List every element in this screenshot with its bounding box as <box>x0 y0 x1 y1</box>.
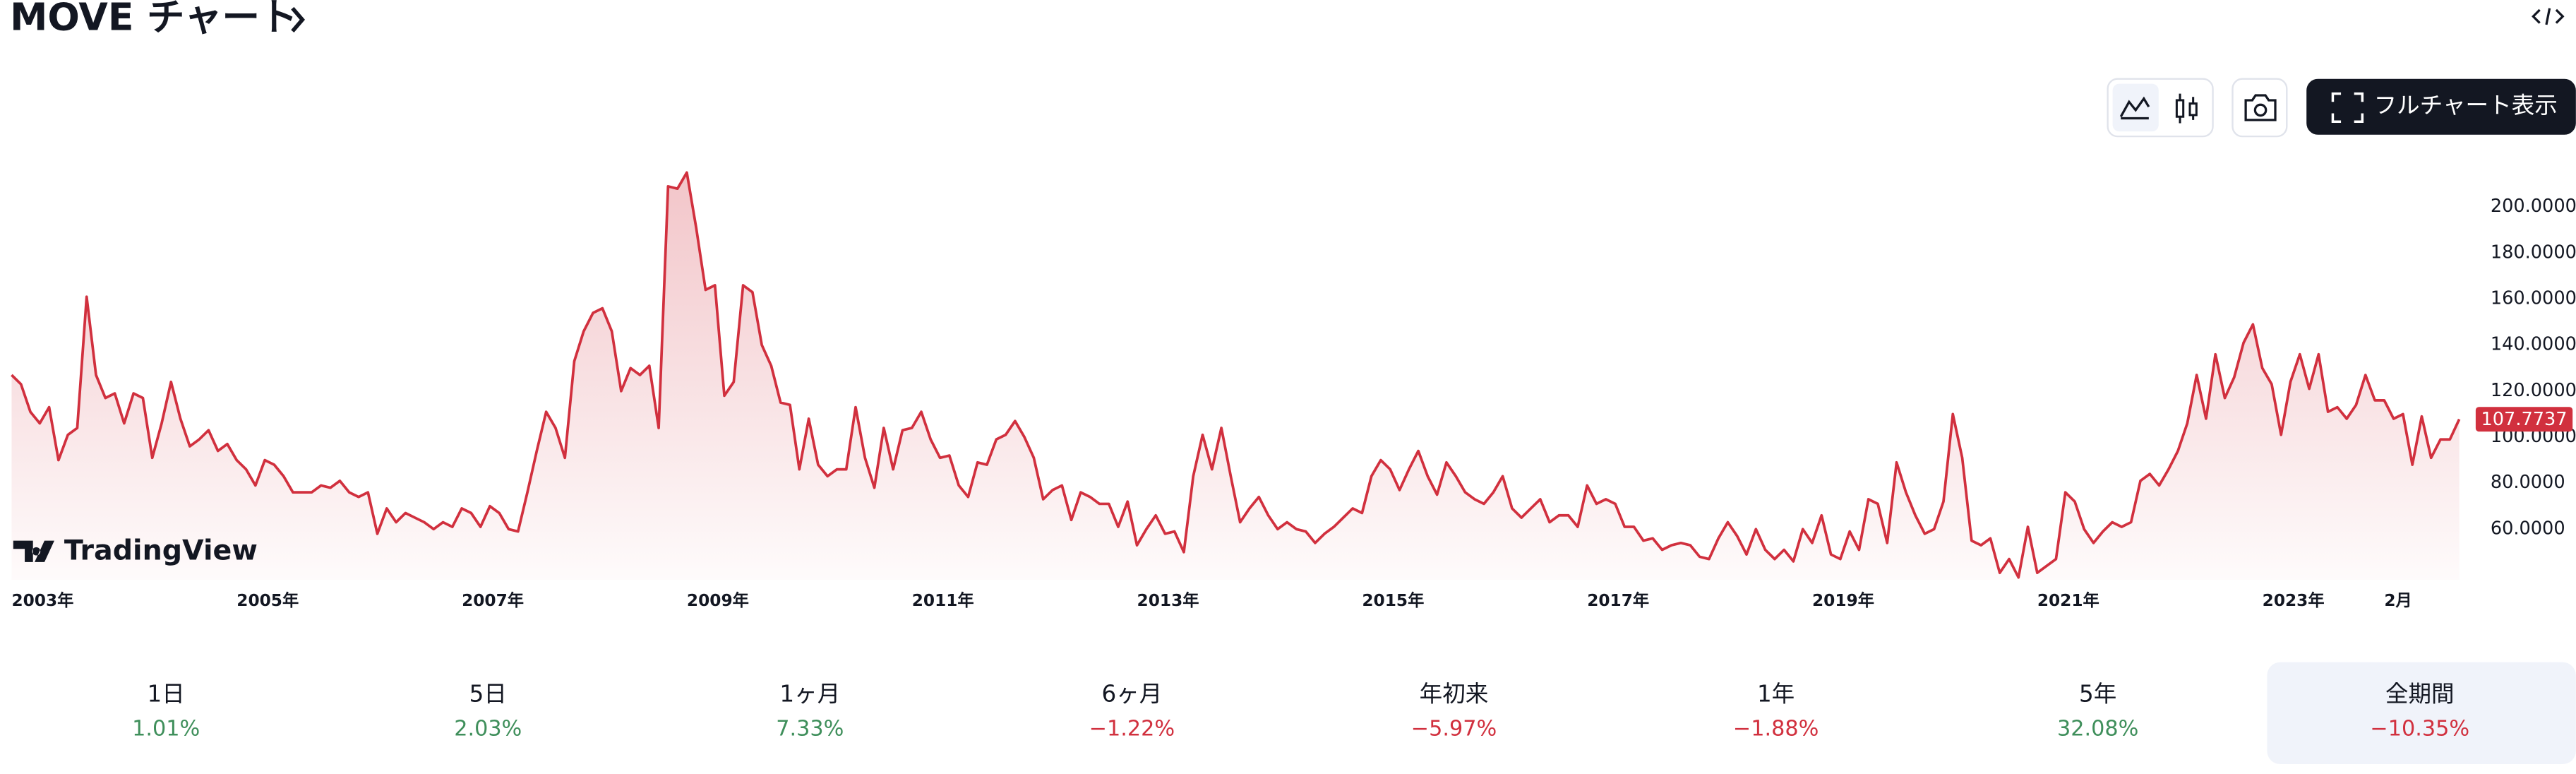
x-tick-label: 2005年 <box>236 591 299 610</box>
x-tick-label: 2003年 <box>11 591 73 610</box>
chart: 60.000080.0000100.0000120.0000140.000016… <box>11 171 2576 610</box>
embed-code-icon[interactable] <box>2532 8 2565 25</box>
last-value-badge <box>2475 407 2573 432</box>
background-layer <box>2267 662 2576 765</box>
line-style-button[interactable] <box>2112 83 2159 132</box>
x-tick-label: 2013年 <box>1137 591 1199 610</box>
period-change[interactable]: −1.88% <box>1733 717 1819 742</box>
y-tick-label: 200.0000 <box>2491 196 2576 217</box>
area-fill <box>11 172 2460 580</box>
period-change[interactable]: 1.01% <box>132 717 200 742</box>
period-change[interactable]: −10.35% <box>2370 717 2469 742</box>
y-tick-label: 160.0000 <box>2491 288 2576 309</box>
full-chart-label[interactable]: フルチャート表示 <box>2374 92 2558 119</box>
tradingview-logo[interactable]: TradingView <box>13 534 258 566</box>
x-tick-label: 2017年 <box>1587 591 1649 610</box>
period-label[interactable]: 1年 <box>1757 680 1795 707</box>
camera-icon <box>2244 94 2277 121</box>
period-change[interactable]: −5.97% <box>1411 717 1497 742</box>
period-label[interactable]: 5日 <box>469 680 507 707</box>
x-tick-label: 2023年 <box>2263 591 2325 610</box>
period-label[interactable]: 1日 <box>148 680 185 707</box>
period-change[interactable]: −1.22% <box>1089 717 1175 742</box>
period-label[interactable]: 全期間 <box>2385 680 2455 707</box>
x-tick-label: 2021年 <box>2037 591 2099 610</box>
period-label[interactable]: 6ヶ月 <box>1102 680 1163 707</box>
line <box>11 171 2461 579</box>
snapshot-button[interactable] <box>2231 78 2288 138</box>
page-title[interactable]: MOVE チャート <box>10 0 297 40</box>
period-change[interactable]: 2.03% <box>454 717 522 742</box>
x-tick-label: 2019年 <box>1812 591 1874 610</box>
x-tick-label: 2011年 <box>912 591 974 610</box>
title-chevron[interactable] <box>291 6 305 33</box>
period-label[interactable]: 1ヶ月 <box>779 680 840 707</box>
candle-style-button[interactable] <box>2175 93 2198 124</box>
period-change[interactable]: 7.33% <box>776 717 844 742</box>
last-value-label: 107.7737 <box>2481 409 2568 430</box>
full-chart-button[interactable] <box>2306 78 2576 135</box>
performance-tabs: 1日 1.01% 5日 2.03% 1ヶ月 7.33% 6ヶ月 −1.22% 年初来 −5.97%… <box>132 680 2469 741</box>
period-label[interactable]: 5年 <box>2079 680 2116 707</box>
x-tick-label: 2007年 <box>462 591 524 610</box>
y-tick-label: 80.0000 <box>2491 472 2565 493</box>
line-style-icon <box>2119 96 2150 120</box>
period-label[interactable]: 年初来 <box>1420 680 1489 707</box>
x-tick-label: 2月 <box>2384 591 2412 610</box>
fullscreen-icon <box>2331 92 2364 123</box>
y-tick-label: 60.0000 <box>2491 518 2565 539</box>
period-change[interactable]: 32.08% <box>2057 717 2138 742</box>
x-tick-label: 2015年 <box>1362 591 1424 610</box>
y-tick-label: 140.0000 <box>2491 334 2576 355</box>
y-tick-label: 120.0000 <box>2491 380 2576 401</box>
logo-text: TradingView <box>64 534 258 566</box>
x-tick-label: 2009年 <box>687 591 749 610</box>
logo-mark <box>13 540 54 562</box>
y-tick-label: 180.0000 <box>2491 242 2576 263</box>
selected-tab-bg <box>2267 662 2576 765</box>
